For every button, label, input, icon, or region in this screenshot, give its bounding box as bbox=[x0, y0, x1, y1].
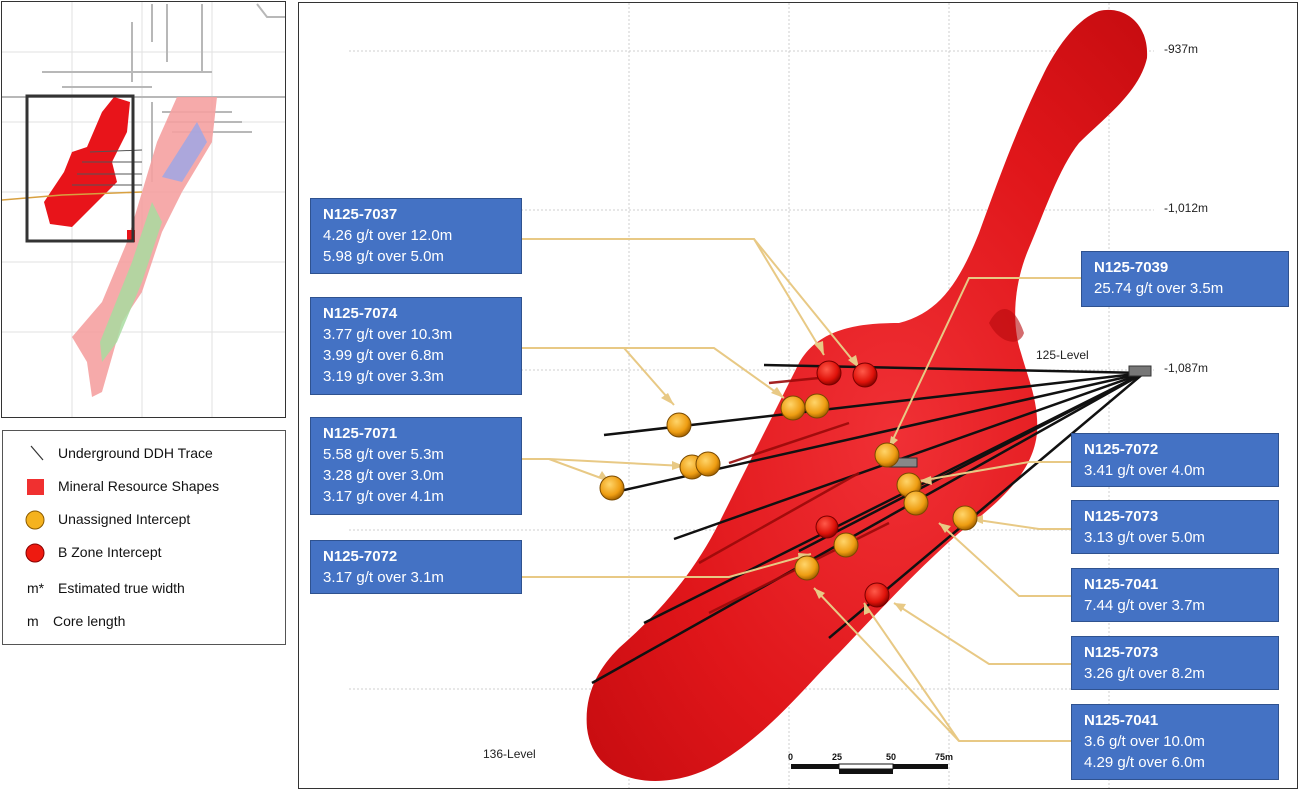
callout-intercept: 3.13 g/t over 5.0m bbox=[1084, 529, 1205, 546]
mineral-resource-shape bbox=[586, 9, 1148, 781]
callout-hole-id: N125-7073 bbox=[1084, 508, 1159, 525]
callout-box: N125-7072 3.41 g/t over 4.0m bbox=[1071, 433, 1279, 487]
callout-hole-id: N125-7074 bbox=[323, 305, 398, 322]
main-section: -937m -1,012m -1,087m 125-Level 136-Leve… bbox=[298, 2, 1298, 789]
level-name: 125-Level bbox=[1036, 348, 1089, 362]
callout-intercept: 3.77 g/t over 10.3m bbox=[323, 326, 453, 343]
legend-item: Unassigned Intercept bbox=[3, 507, 283, 533]
legend-label: B Zone Intercept bbox=[58, 544, 162, 560]
red-square-icon bbox=[27, 479, 44, 495]
legend-label: Core length bbox=[53, 613, 126, 629]
unassigned-intercept bbox=[952, 505, 978, 531]
callout-box: N125-7037 4.26 g/t over 12.0m 5.98 g/t o… bbox=[310, 198, 522, 274]
leader-lines bbox=[521, 238, 1081, 742]
unassigned-intercept bbox=[833, 532, 859, 558]
callout-intercept: 7.44 g/t over 3.7m bbox=[1084, 597, 1205, 614]
unassigned-intercept bbox=[666, 412, 692, 438]
m-icon: m bbox=[27, 613, 39, 629]
callout-intercept: 3.41 g/t over 4.0m bbox=[1084, 462, 1205, 479]
scale-tick: 25 bbox=[832, 752, 843, 762]
m-star-icon: m* bbox=[27, 580, 45, 596]
callout-hole-id: N125-7072 bbox=[1084, 441, 1159, 458]
unassigned-intercept bbox=[794, 555, 820, 581]
resource-shape-green bbox=[100, 202, 162, 362]
legend-item: Underground DDH Trace bbox=[3, 441, 283, 467]
b-zone-intercepts bbox=[815, 360, 890, 608]
callout-intercept: 5.98 g/t over 5.0m bbox=[323, 248, 444, 265]
underground-workings bbox=[2, 3, 285, 182]
callout-box: N125-7041 3.6 g/t over 10.0m 4.29 g/t ov… bbox=[1071, 704, 1279, 780]
callout-intercept: 3.6 g/t over 10.0m bbox=[1084, 733, 1205, 750]
legend-item: m* Estimated true width bbox=[3, 576, 283, 602]
red-circle-icon bbox=[25, 543, 45, 563]
callout-intercept: 3.19 g/t over 3.3m bbox=[323, 368, 444, 385]
scale-tick: 0 bbox=[788, 752, 794, 762]
legend-label: Estimated true width bbox=[58, 580, 185, 596]
callout-box: N125-7039 25.74 g/t over 3.5m bbox=[1081, 251, 1289, 307]
unassigned-intercept bbox=[695, 451, 721, 477]
callout-intercept: 3.17 g/t over 4.1m bbox=[323, 488, 444, 505]
scale-tick: 50 bbox=[886, 752, 897, 762]
b-zone-intercept bbox=[815, 515, 839, 539]
b-zone-intercept bbox=[852, 362, 878, 388]
callout-hole-id: N125-7072 bbox=[323, 548, 398, 565]
inset-drawing bbox=[2, 2, 285, 417]
b-zone-intercept bbox=[816, 360, 842, 386]
level-label: -1,012m bbox=[1164, 201, 1209, 215]
resource-shape-blue bbox=[162, 122, 207, 182]
focus-frame bbox=[25, 94, 135, 243]
callout-box: N125-7041 7.44 g/t over 3.7m bbox=[1071, 568, 1279, 622]
unassigned-intercepts bbox=[599, 393, 978, 581]
callout-intercept: 4.26 g/t over 12.0m bbox=[323, 227, 453, 244]
unassigned-intercept bbox=[903, 490, 929, 516]
callout-intercept: 25.74 g/t over 3.5m bbox=[1094, 280, 1224, 297]
callout-hole-id: N125-7041 bbox=[1084, 576, 1159, 593]
b-zone-intercept bbox=[864, 582, 890, 608]
scale-bar bbox=[791, 763, 948, 774]
callout-hole-id: N125-7071 bbox=[323, 425, 398, 442]
legend-item: m Core length bbox=[3, 609, 283, 635]
drill-station bbox=[1128, 365, 1152, 377]
callout-intercept: 3.28 g/t over 3.0m bbox=[323, 467, 444, 484]
callout-box: N125-7072 3.17 g/t over 3.1m bbox=[310, 540, 522, 594]
callout-box: N125-7074 3.77 g/t over 10.3m 3.99 g/t o… bbox=[310, 297, 522, 395]
legend-item: B Zone Intercept bbox=[3, 540, 283, 566]
callout-box: N125-7071 5.58 g/t over 5.3m 3.28 g/t ov… bbox=[310, 417, 522, 515]
callout-hole-id: N125-7037 bbox=[323, 206, 398, 223]
inset-map bbox=[1, 1, 286, 418]
section-drawing bbox=[349, 3, 1154, 788]
orange-circle-icon bbox=[25, 510, 45, 530]
legend-label: Underground DDH Trace bbox=[58, 445, 213, 461]
callout-intercept: 5.58 g/t over 5.3m bbox=[323, 446, 444, 463]
callout-intercept: 3.26 g/t over 8.2m bbox=[1084, 665, 1205, 682]
level-name: 136-Level bbox=[483, 747, 536, 761]
level-label: -937m bbox=[1164, 42, 1199, 56]
callout-hole-id: N125-7073 bbox=[1084, 644, 1159, 661]
callout-intercept: 3.17 g/t over 3.1m bbox=[323, 569, 444, 586]
line-icon bbox=[30, 445, 44, 461]
legend-item: Mineral Resource Shapes bbox=[3, 474, 283, 500]
callout-box: N125-7073 3.13 g/t over 5.0m bbox=[1071, 500, 1279, 554]
callout-intercept: 4.29 g/t over 6.0m bbox=[1084, 754, 1205, 771]
callout-box: N125-7073 3.26 g/t over 8.2m bbox=[1071, 636, 1279, 690]
legend: Underground DDH Trace Mineral Resource S… bbox=[2, 430, 286, 645]
legend-label: Mineral Resource Shapes bbox=[58, 478, 220, 494]
unassigned-intercept bbox=[780, 395, 806, 421]
unassigned-intercept bbox=[804, 393, 830, 419]
unassigned-intercept bbox=[599, 475, 625, 501]
callout-hole-id: N125-7039 bbox=[1094, 259, 1169, 276]
level-label: -1,087m bbox=[1164, 361, 1209, 375]
scale-tick: 75m bbox=[935, 752, 954, 762]
unassigned-intercept bbox=[874, 442, 900, 468]
legend-label: Unassigned Intercept bbox=[58, 511, 191, 527]
callout-intercept: 3.99 g/t over 6.8m bbox=[323, 347, 444, 364]
callout-hole-id: N125-7041 bbox=[1084, 712, 1159, 729]
